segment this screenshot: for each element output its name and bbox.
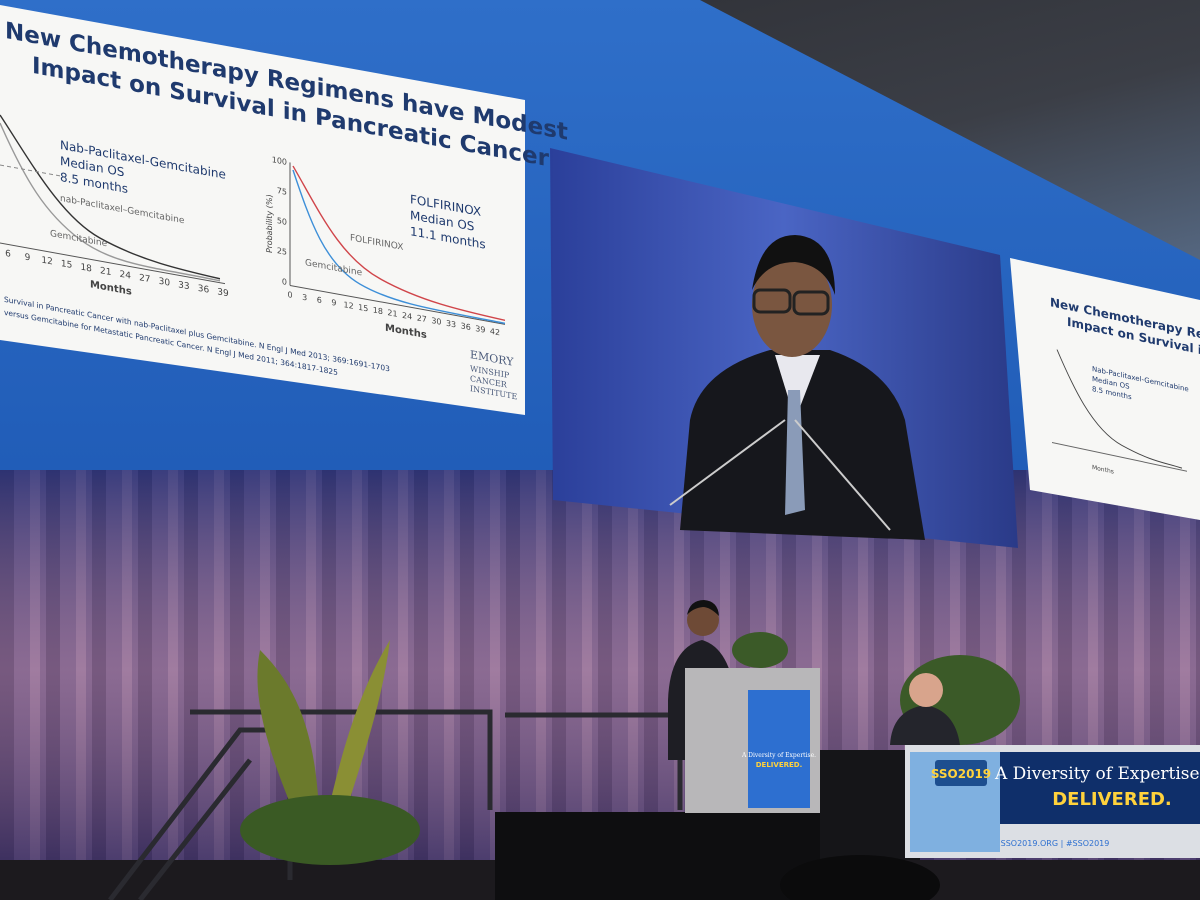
x-tick-label: 0 — [287, 290, 292, 300]
speaker — [669, 235, 925, 540]
axis — [1052, 442, 1187, 472]
x-tick-label: 24 — [402, 311, 412, 322]
banner-logo: SSO2019 — [931, 767, 991, 781]
x-tick-label: 39 — [475, 324, 485, 335]
x-tick-label: 42 — [490, 327, 500, 338]
axis — [290, 284, 505, 325]
x-tick-label: 21 — [387, 308, 397, 319]
x-tick-label: 18 — [373, 305, 383, 316]
audience-head — [780, 855, 940, 900]
main-slide — [0, 5, 525, 415]
stage-monitor — [495, 812, 825, 900]
panelist — [890, 673, 960, 745]
axis — [0, 242, 225, 285]
x-tick-label: 6 — [5, 249, 11, 260]
x-tick-label: 36 — [461, 321, 471, 332]
side-slide — [1010, 258, 1200, 520]
curve — [292, 165, 506, 322]
x-tick-label: 12 — [343, 300, 353, 311]
x-tick-label: 15 — [61, 259, 72, 271]
x-tick-label: 33 — [178, 280, 190, 292]
x-tick-label: 30 — [159, 277, 171, 289]
y-tick-label: 25 — [277, 246, 287, 257]
podium-sign-text: DELIVERED. — [756, 761, 803, 769]
banner-tagline: A Diversity of Expertise. — [994, 764, 1200, 784]
curve — [0, 122, 221, 282]
x-tick-label: 15 — [358, 303, 368, 314]
x-tick-label: 27 — [417, 313, 427, 324]
x-tick-label: 33 — [446, 319, 456, 330]
median-line — [0, 164, 60, 177]
banner-highlight: DELIVERED. — [1052, 789, 1172, 810]
y-tick-label: 75 — [277, 186, 287, 197]
table — [820, 750, 920, 860]
x-tick-label: 12 — [41, 256, 52, 268]
banner-logo-box — [935, 760, 987, 786]
x-tick-label: 6 — [317, 295, 322, 305]
y-tick-label: 100 — [272, 155, 287, 167]
x-tick-label: 3 — [302, 293, 307, 303]
axis-label: Months — [1092, 464, 1114, 476]
banner-panel — [1000, 752, 1200, 824]
y-tick-label: 50 — [277, 216, 287, 227]
podium-sign — [748, 690, 810, 808]
x-tick-label: 24 — [120, 270, 132, 282]
banner-footer: SSO2019.ORG | #SSO2019 — [1001, 839, 1110, 848]
axis-label: Probability (%) — [265, 194, 274, 254]
x-tick-label: 9 — [331, 298, 336, 308]
x-tick-label: 18 — [80, 263, 92, 275]
y-tick-label: 0 — [282, 277, 287, 287]
x-tick-label: 21 — [100, 266, 111, 278]
curve — [1056, 349, 1183, 469]
x-tick-label: 27 — [139, 273, 150, 285]
x-tick-label: 36 — [198, 284, 210, 296]
podium-sign-text: A Diversity of Expertise. — [741, 752, 816, 759]
curve — [292, 169, 506, 325]
curve — [0, 114, 221, 280]
x-tick-label: 39 — [217, 287, 229, 299]
x-tick-label: 30 — [431, 316, 441, 327]
x-tick-label: 9 — [25, 253, 31, 264]
